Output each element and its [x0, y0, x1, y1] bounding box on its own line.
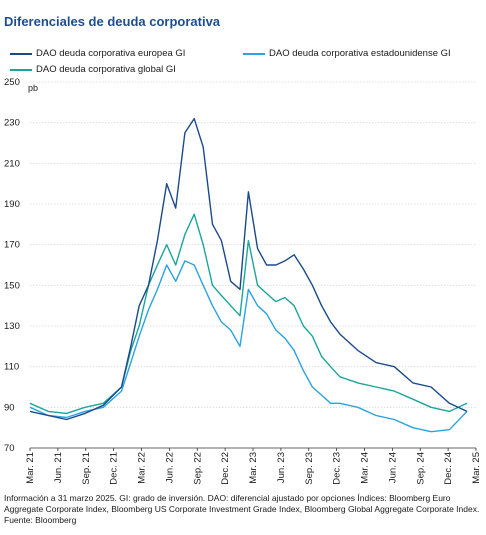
y-tick-label: 250: [4, 77, 20, 88]
y-tick-label: 130: [4, 321, 20, 332]
x-tick-label: Mar. 25: [471, 452, 482, 484]
x-tick-label: Sep. 23: [304, 452, 315, 485]
y-tick-label: 150: [4, 280, 20, 291]
x-tick-label: Jun. 22: [164, 452, 175, 483]
x-tick-label: Dec. 21: [109, 452, 120, 485]
x-tick-label: Jun. 21: [53, 452, 64, 483]
legend-swatch-global: [10, 68, 32, 71]
legend-swatch-us: [243, 52, 265, 55]
legend-item-europe: DAO deuda corporativa europea GI: [10, 48, 185, 59]
legend-label-us: DAO deuda corporativa estadounidense GI: [269, 48, 451, 59]
footnote: Información a 31 marzo 2025. GI: grado d…: [4, 493, 480, 525]
x-tick-label: Sep. 22: [192, 452, 203, 485]
x-tick-label: Mar. 23: [248, 452, 259, 484]
legend-label-europe: DAO deuda corporativa europea GI: [36, 48, 186, 59]
legend-label-global: DAO deuda corporativa global GI: [36, 64, 176, 75]
x-tick-label: Sep. 24: [415, 452, 426, 485]
legend-swatch-europe: [10, 52, 32, 55]
x-tick-label: Mar. 24: [360, 452, 371, 484]
x-tick-label: Mar. 21: [25, 452, 36, 484]
y-tick-label: 110: [4, 362, 19, 373]
x-tick-label: Mar. 22: [137, 452, 148, 484]
x-tick-label: Jun. 23: [276, 452, 287, 483]
y-tick-label: 90: [4, 402, 15, 413]
y-tick-label: 70: [4, 443, 15, 454]
legend-item-global: DAO deuda corporativa global GI: [10, 64, 176, 75]
x-tick-label: Dec. 24: [443, 452, 454, 485]
y-tick-label: 170: [4, 240, 20, 251]
y-tick-label: 190: [4, 199, 20, 210]
y-axis-unit: pb: [28, 83, 39, 93]
series-line-us: [29, 260, 468, 433]
legend-item-us: DAO deuda corporativa estadounidense GI: [243, 48, 451, 59]
y-tick-label: 210: [4, 158, 20, 169]
series-line-europe: [29, 117, 468, 421]
x-tick-label: Dec. 22: [220, 452, 231, 485]
chart-title: Diferenciales de deuda corporativa: [4, 14, 221, 29]
x-tick-label: Dec. 23: [332, 452, 343, 485]
y-tick-label: 230: [4, 118, 20, 129]
series-line-global: [29, 213, 468, 415]
x-tick-label: Sep. 21: [81, 452, 92, 485]
x-tick-label: Jun. 24: [387, 452, 398, 483]
